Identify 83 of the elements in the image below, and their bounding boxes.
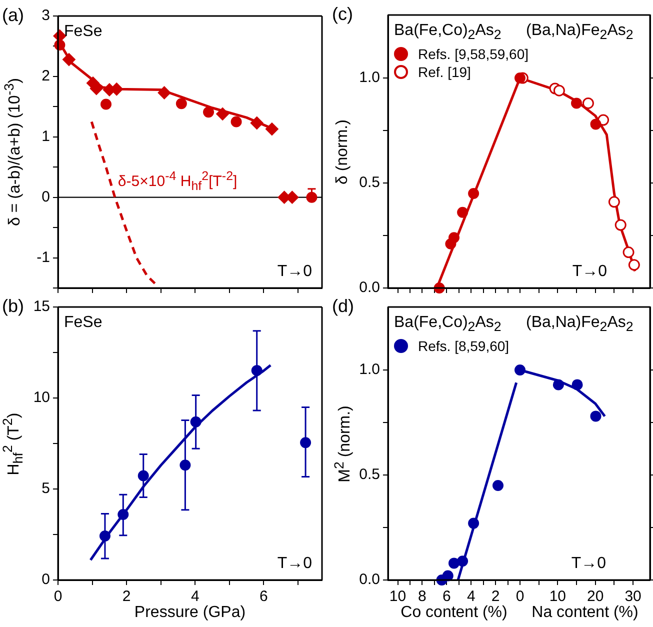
y-tick-label: 3 [42, 7, 50, 24]
annotation: T→0 [277, 263, 312, 280]
point [582, 97, 594, 109]
y-tick-label: 15 [33, 298, 50, 316]
point [553, 84, 565, 96]
point [492, 480, 504, 491]
chart-title: (c) [332, 4, 353, 24]
point [300, 437, 312, 448]
x-tick-label: 8 [418, 588, 426, 606]
point [251, 365, 262, 376]
point [468, 518, 480, 529]
chart-title: (a) [2, 5, 24, 25]
legend-label: Refs. [9,58,59,60] [418, 46, 529, 62]
point [514, 72, 526, 84]
y-tick-label: 1 [42, 128, 50, 146]
x-tick-label: 4 [190, 588, 200, 606]
annotation: (Ba,Na)Fe$_{2}$As$_{2}$ [526, 314, 634, 334]
point [176, 98, 187, 110]
x-tick-label: 0 [54, 588, 62, 606]
point [216, 107, 230, 120]
x-tick-label: 6 [442, 588, 451, 606]
y-tick-label: 2 [42, 68, 50, 85]
point [457, 206, 468, 218]
y-axis-title: δ (norm.) [334, 119, 351, 184]
annotation: T→0 [277, 555, 312, 572]
annotation: T→0 [572, 263, 607, 280]
point [99, 530, 110, 542]
annotation: Ba(Fe,Co)$_{2}$As$_{2}$ [394, 22, 502, 42]
point [100, 98, 112, 110]
x-axis-title: Na content (%) [532, 604, 638, 621]
point [138, 470, 149, 482]
x-tick-label: 30 [624, 588, 642, 606]
point [571, 98, 582, 109]
annotation: (Ba,Na)Fe$_{2}$As$_{2}$ [526, 22, 634, 42]
point [608, 196, 620, 208]
annotation: Ba(Fe,Co)$_{2}$As$_{2}$ [394, 314, 502, 334]
legend-label: Ref. [19] [418, 64, 471, 80]
point [203, 106, 214, 118]
annotation: δ-5×10$^{-4}$ H$_{hf}$$^{2}$[T$^{-2}$] [118, 168, 238, 193]
x-tick-label: 10 [549, 588, 566, 606]
annotation: T→0 [571, 555, 606, 572]
y-tick-label: 0.0 [359, 279, 380, 296]
point [250, 116, 264, 130]
y-tick-label: 1.0 [359, 69, 380, 86]
point [468, 188, 480, 199]
point [614, 219, 626, 231]
point [590, 118, 602, 130]
point [628, 259, 640, 271]
point [442, 570, 454, 582]
point [118, 508, 129, 520]
x-tick-label: 6 [260, 588, 268, 606]
annotation: FeSe [64, 23, 102, 40]
point [306, 192, 318, 203]
point [265, 122, 278, 136]
x-tick-label: 0 [516, 588, 524, 606]
chart-title: (b) [2, 296, 24, 316]
x-tick-label: 2 [491, 588, 500, 606]
y-tick-label: 0 [42, 571, 50, 588]
point [457, 556, 468, 567]
y-tick-label: -1 [36, 248, 50, 266]
point [622, 246, 634, 258]
legend-label: Refs. [8,59,60] [418, 338, 510, 354]
point [158, 86, 171, 100]
y-tick-label: 1.0 [359, 361, 380, 378]
point [180, 460, 191, 471]
x-tick-label: 10 [389, 588, 406, 606]
y-tick-label: 0.5 [359, 174, 380, 192]
y-tick-label: 0.5 [359, 466, 380, 484]
x-tick-label: 20 [587, 588, 604, 606]
x-tick-label: 2 [122, 588, 131, 606]
x-axis-title: Co content (%) [400, 604, 508, 621]
y-tick-label: 0 [42, 188, 50, 206]
point [190, 416, 202, 428]
x-axis-title: Pressure (GPa) [134, 604, 246, 621]
annotation: FeSe [64, 314, 102, 331]
y-tick-label: 5 [42, 480, 50, 498]
point [230, 116, 242, 128]
y-tick-label: 0.0 [359, 571, 380, 588]
point [448, 232, 460, 244]
chart-title: (d) [332, 296, 354, 316]
x-tick-label: 4 [466, 588, 476, 606]
point [62, 53, 76, 66]
y-tick-label: 10 [33, 389, 50, 406]
